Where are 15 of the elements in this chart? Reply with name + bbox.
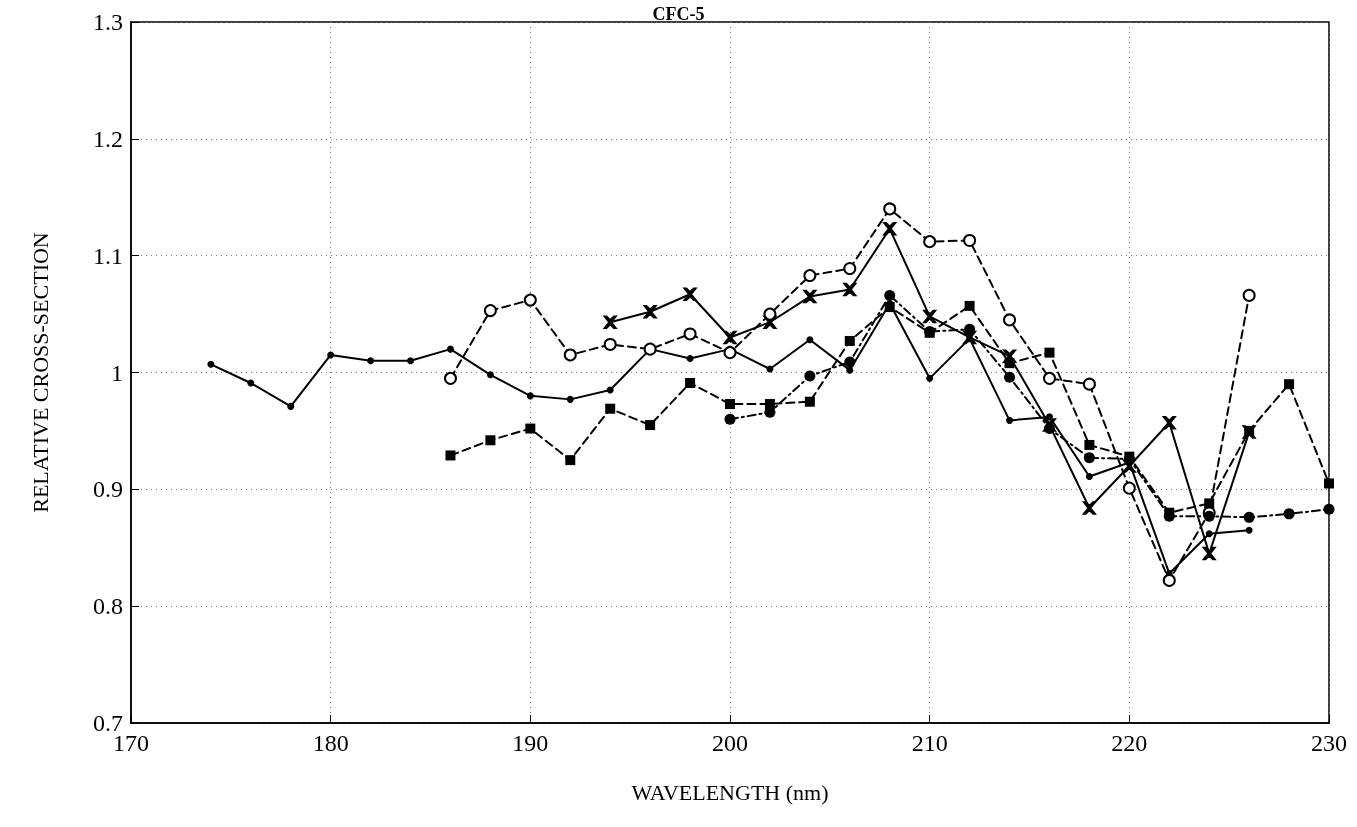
x-tick-label: 220 — [1111, 730, 1148, 756]
y-tick-label: 1 — [111, 359, 123, 386]
chart-title: CFC-5 — [652, 4, 705, 24]
y-tick-label: 1.2 — [93, 125, 123, 152]
x-axis-title: WAVELENGTH (nm) — [631, 779, 829, 805]
y-tick-label: 0.8 — [93, 593, 123, 620]
x-tick-label: 200 — [712, 730, 748, 756]
x-tick-label: 180 — [312, 730, 349, 756]
y-tick-label: 0.9 — [93, 476, 123, 503]
y-axis-title: RELATIVE CROSS-SECTION — [27, 232, 53, 513]
x-tick-label: 230 — [1311, 730, 1347, 756]
y-tick-label: 1.1 — [93, 242, 123, 269]
x-tick-label: 190 — [512, 730, 549, 756]
x-tick-label: 210 — [911, 730, 948, 756]
y-tick-label: 1.3 — [93, 9, 123, 35]
